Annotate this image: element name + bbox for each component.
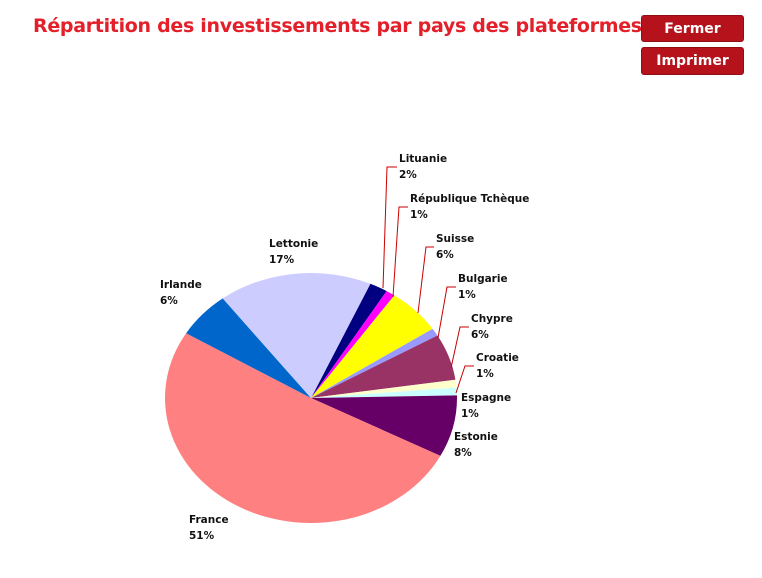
data-label-name: Estonie (454, 431, 498, 443)
data-label-value: 2% (399, 169, 417, 181)
leader-line (417, 246, 434, 314)
data-label-name: République Tchèque (410, 193, 529, 205)
data-label-value: 6% (160, 295, 178, 307)
pie-slice-croatie (311, 379, 457, 398)
data-label-name: Lettonie (269, 238, 318, 250)
pie-slice-bulgarie (311, 328, 438, 398)
leader-line (437, 286, 456, 339)
data-label-value: 6% (436, 249, 454, 261)
data-label-name: Lituanie (399, 153, 447, 165)
data-label-name: Irlande (160, 279, 202, 291)
data-label-name: Espagne (461, 392, 511, 404)
leader-line (450, 326, 469, 369)
leader-line (392, 206, 408, 298)
pie-slice-espagne (311, 387, 457, 398)
data-label-value: 1% (461, 408, 479, 420)
data-label-name: Croatie (476, 352, 519, 364)
data-label-name: Chypre (471, 313, 513, 325)
leader-line (455, 365, 474, 394)
print-button[interactable]: Imprimer (641, 47, 744, 75)
pie-slice-irlande (186, 298, 311, 398)
data-label-name: Suisse (436, 233, 474, 245)
page-title: Répartition des investissements par pays… (33, 15, 642, 37)
pie-slice-chypre (311, 335, 456, 398)
data-label-name: Bulgarie (458, 273, 508, 285)
data-label-value: 1% (458, 289, 476, 301)
data-label-value: 1% (476, 368, 494, 380)
data-label-value: 17% (269, 254, 295, 266)
pie-slice-lettonie (222, 273, 371, 398)
data-label-value: 6% (471, 329, 489, 341)
pie-slice-suisse (311, 295, 433, 398)
data-label-name: France (189, 514, 229, 526)
data-label-value: 8% (454, 447, 472, 459)
pie-slice-france (165, 333, 441, 523)
pie-slice-lituanie (311, 283, 387, 398)
data-label-value: 1% (410, 209, 428, 221)
leader-line (382, 166, 397, 289)
close-button[interactable]: Fermer (641, 15, 744, 42)
pie-slice-estonie (311, 395, 458, 456)
pie-slice-r-publique-tch-que (311, 291, 395, 398)
data-label-value: 51% (189, 530, 215, 542)
